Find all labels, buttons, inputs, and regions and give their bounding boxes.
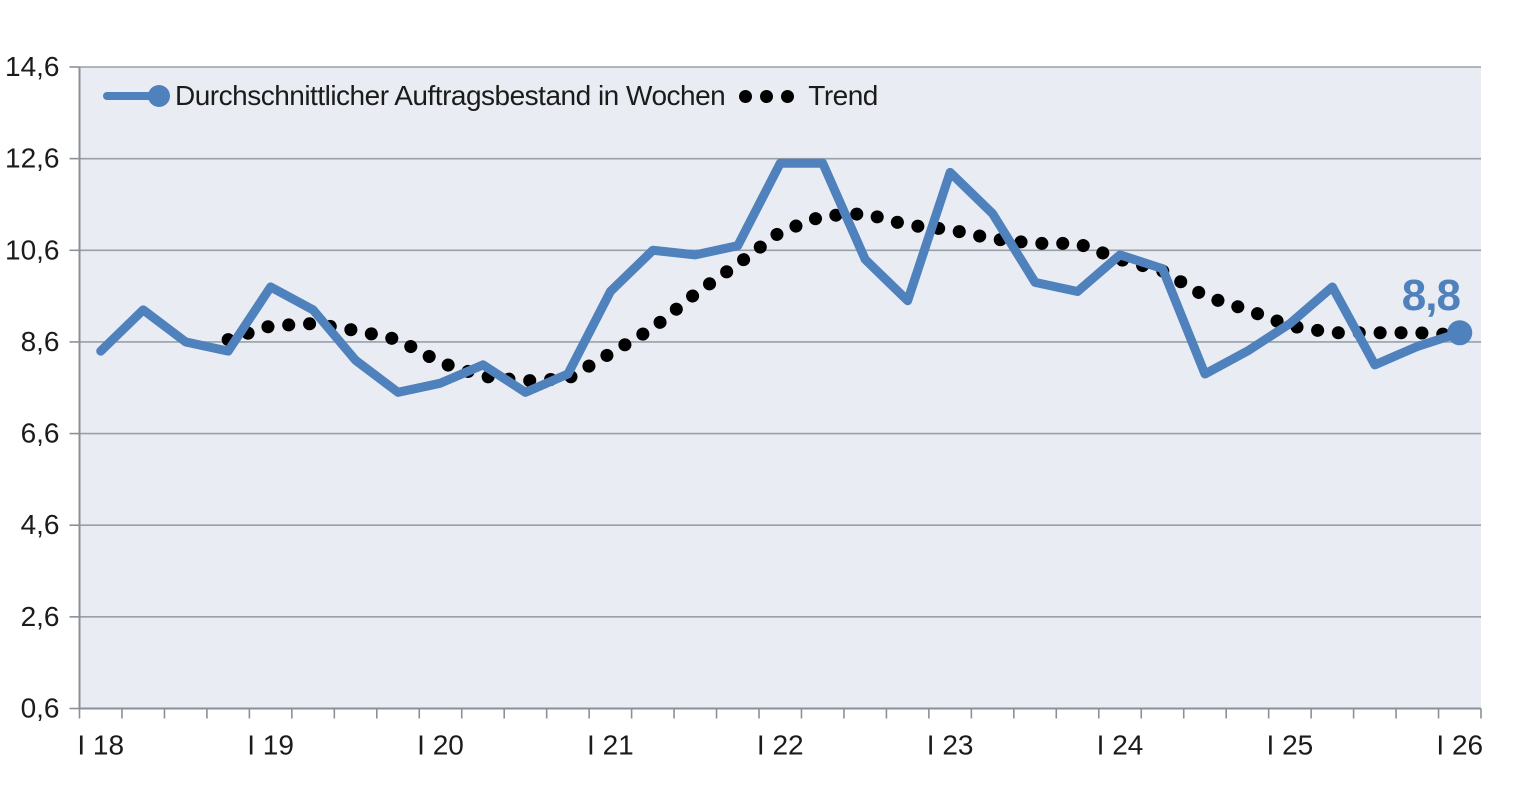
svg-text:12,6: 12,6 — [5, 143, 60, 174]
svg-text:I 23: I 23 — [927, 730, 974, 761]
last-value-data-label: 8,8 — [1401, 270, 1461, 320]
backlog-series-label: Durchschnittlicher Auftragsbestand in Wo… — [175, 80, 726, 111]
svg-text:I 18: I 18 — [77, 730, 124, 761]
svg-text:I 20: I 20 — [417, 730, 464, 761]
trend-series-label: Trend — [808, 80, 878, 111]
svg-text:I 21: I 21 — [587, 730, 634, 761]
svg-text:2,6: 2,6 — [21, 601, 60, 632]
svg-text:I 24: I 24 — [1097, 730, 1144, 761]
svg-text:8,6: 8,6 — [21, 326, 60, 357]
chart-legend: Durchschnittlicher Auftragsbestand in Wo… — [103, 80, 878, 112]
svg-text:0,6: 0,6 — [21, 693, 60, 724]
svg-text:I 26: I 26 — [1436, 730, 1483, 761]
svg-text:I 22: I 22 — [757, 730, 804, 761]
backlog-series-line-swatch — [103, 85, 170, 107]
svg-text:I 19: I 19 — [247, 730, 294, 761]
svg-text:I 25: I 25 — [1267, 730, 1314, 761]
svg-text:14,6: 14,6 — [5, 51, 60, 82]
svg-text:10,6: 10,6 — [5, 234, 60, 265]
svg-text:4,6: 4,6 — [21, 509, 60, 540]
svg-text:6,6: 6,6 — [21, 418, 60, 449]
backlog-series-marker-icon — [148, 85, 170, 107]
trend-series-dots-icon — [735, 89, 798, 103]
